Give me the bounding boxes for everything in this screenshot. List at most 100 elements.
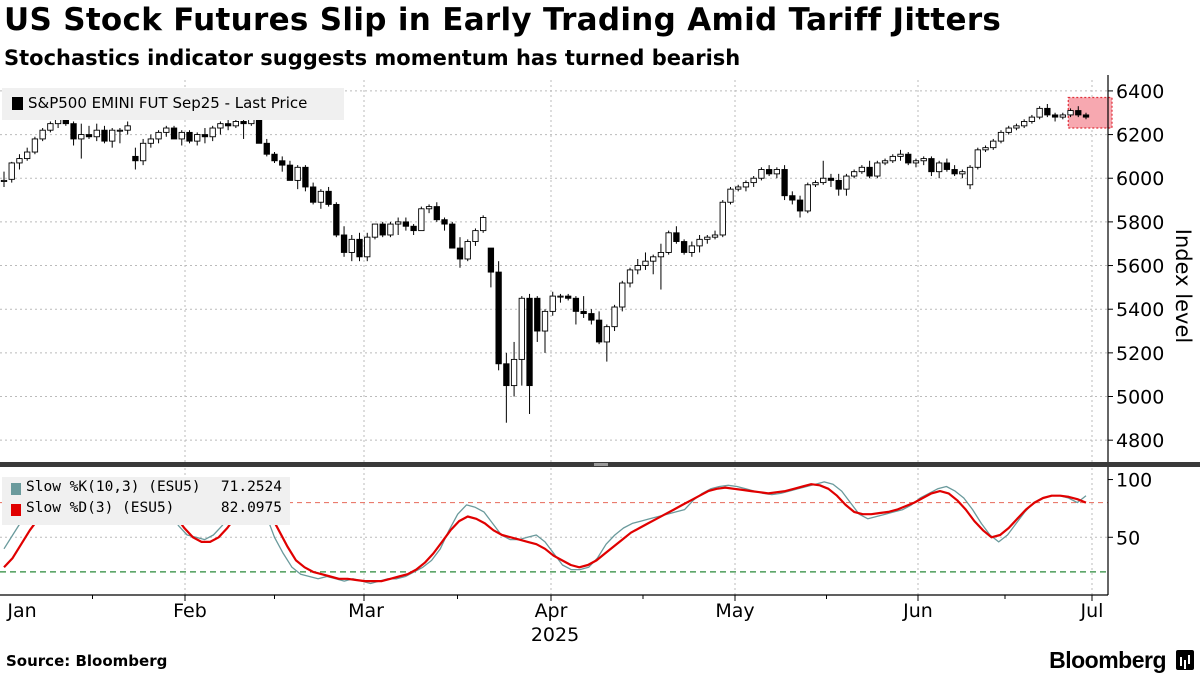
candle-body (657, 251, 665, 258)
candle-body (186, 131, 193, 142)
candle-body (820, 177, 827, 184)
candle-body (24, 151, 31, 160)
candle-body (209, 127, 216, 138)
candle-body (789, 195, 796, 201)
candle-body (1051, 114, 1059, 118)
candle-body (109, 129, 116, 142)
candle-body (626, 269, 634, 284)
candle-body (317, 190, 325, 203)
candle-body (263, 142, 270, 155)
candle-body (116, 129, 124, 132)
candle-body (510, 358, 518, 387)
candle-body (441, 219, 448, 225)
legend-swatch-d (11, 504, 21, 516)
candle-body (920, 158, 927, 162)
candle-body (1044, 107, 1051, 116)
candle-body (78, 134, 85, 140)
month-label: Apr (535, 600, 568, 622)
candle-body (309, 186, 317, 203)
candle-body (912, 160, 920, 164)
month-label: Mar (348, 600, 384, 622)
candle-body (843, 175, 850, 190)
candle-body (379, 223, 386, 236)
source-note: Source: Bloomberg (6, 652, 168, 670)
candle-body (680, 241, 688, 253)
candle-body (364, 236, 371, 258)
legend-swatch-price (12, 97, 23, 110)
price-tick-label: 6400 (1116, 81, 1164, 103)
candle-body (480, 217, 487, 232)
price-gridlines (0, 80, 1108, 462)
candle-body (650, 256, 657, 262)
candle-body (503, 363, 510, 387)
candle-body (959, 171, 966, 175)
highlight-box (1067, 96, 1113, 129)
candle-body (897, 153, 904, 157)
candle-body (943, 162, 951, 170)
candle-body (155, 131, 162, 140)
candle-body (356, 238, 363, 258)
price-tick-label: 5000 (1116, 387, 1164, 409)
candle-body (727, 188, 734, 203)
candle-body (642, 260, 649, 266)
candle-body (673, 232, 680, 242)
candle-body (557, 295, 564, 298)
y-axis-label: Index level (1171, 229, 1195, 343)
candle-body (549, 295, 556, 312)
candle-body (387, 223, 394, 236)
candle-body (696, 238, 703, 247)
price-candles (0, 104, 1090, 423)
candle-body (170, 127, 178, 140)
price-tick-label: 4800 (1116, 430, 1164, 452)
candle-body (1067, 110, 1074, 116)
candle-body (456, 247, 464, 260)
candle-body (905, 153, 912, 164)
candle-body (580, 310, 587, 315)
candle-body (990, 140, 997, 149)
candle-body (997, 131, 1005, 142)
candle-body (302, 166, 309, 188)
candle-body (47, 123, 54, 131)
candle-body (371, 223, 379, 238)
candle-body (240, 121, 247, 125)
candle-body (294, 166, 301, 181)
candle-body (487, 247, 495, 273)
candle-body (665, 232, 672, 253)
stochastic-legend: Slow %K(10,3) (ESU5) 71.2524 Slow %D(3) … (2, 477, 290, 525)
chart-title: US Stock Futures Slip in Early Trading A… (4, 2, 1002, 38)
month-label: Feb (173, 600, 207, 622)
candle-body (565, 295, 572, 299)
candle-body (812, 182, 819, 186)
candle-body (1013, 125, 1020, 129)
candle-body (147, 138, 154, 144)
candle-body (8, 162, 15, 180)
candle-body (928, 158, 935, 173)
candle-body (279, 160, 286, 166)
candle-body (31, 138, 39, 153)
price-tick-label: 5800 (1116, 212, 1164, 234)
month-label: Jul (1080, 600, 1104, 622)
chart-subtitle: Stochastics indicator suggests momentum … (4, 46, 741, 70)
candle-body (1075, 110, 1082, 116)
legend-swatch-k (11, 483, 21, 495)
candle-body (526, 297, 533, 387)
candle-body (781, 169, 788, 197)
candle-body (966, 166, 974, 186)
legend-d-label: Slow %D(3) (ESU5) (26, 500, 175, 516)
candle-body (541, 310, 549, 332)
candle-body (796, 199, 804, 212)
candle-body (101, 129, 108, 142)
candle-body (348, 238, 355, 253)
candle-body (688, 245, 695, 253)
candle-body (889, 155, 896, 162)
candle-body (758, 169, 765, 179)
candle-body (750, 177, 757, 184)
candle-body (472, 230, 479, 242)
candle-body (224, 123, 232, 127)
candle-body (201, 134, 209, 138)
price-tick-label: 5600 (1116, 256, 1164, 278)
candle-body (588, 313, 595, 321)
candle-body (835, 179, 842, 190)
month-label: Jan (6, 600, 36, 622)
